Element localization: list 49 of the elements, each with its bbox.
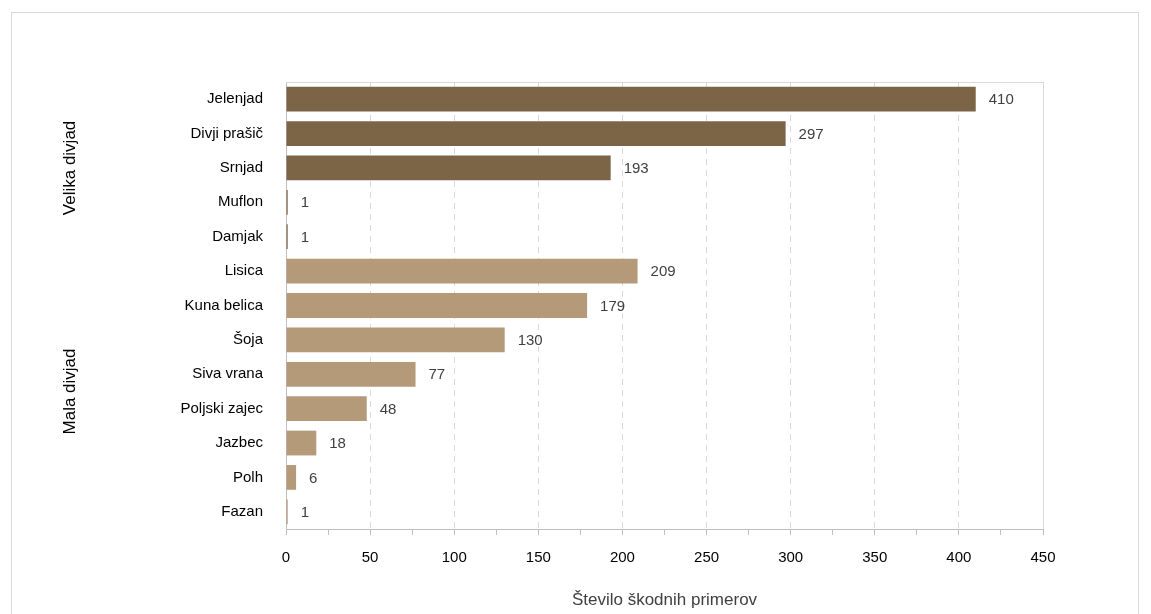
bar	[286, 396, 367, 422]
text: Mala divjad	[59, 348, 79, 435]
x-tick-label: 300	[778, 548, 804, 566]
bar	[286, 327, 505, 353]
x-tick-label: 250	[694, 548, 720, 566]
data-label: 48	[379, 399, 397, 417]
data-label: 1	[300, 193, 310, 211]
y-tick-label: Lisica	[224, 261, 264, 279]
y-tick-label: Damjak	[212, 226, 264, 244]
x-axis-title: Število škodnih primerov	[571, 590, 758, 610]
data-label: 6	[309, 468, 318, 486]
bar	[286, 430, 317, 456]
data-label: 130	[517, 331, 543, 349]
bar	[286, 86, 976, 112]
data-label: 209	[650, 262, 676, 280]
bar	[286, 121, 786, 146]
y-tick-label: Jelenjad	[207, 89, 263, 107]
y-tick-label: Poljski zajec	[180, 398, 264, 416]
y-tick-label: Šoja	[232, 330, 264, 348]
bar	[286, 293, 588, 318]
bar	[286, 465, 297, 490]
x-tick-label: 200	[609, 548, 635, 566]
bar	[286, 155, 611, 181]
y-tick-label: Divji prašič	[190, 123, 264, 141]
x-tick-label: 150	[525, 548, 551, 566]
data-label: 179	[600, 296, 626, 314]
y-tick-label: Polh	[232, 467, 263, 485]
y-tick-label: Siva vrana	[192, 364, 264, 382]
data-label: 410	[988, 90, 1014, 108]
x-tick-label: 450	[1030, 548, 1056, 566]
data-label: 1	[300, 502, 310, 520]
x-tick-label: 400	[946, 548, 972, 566]
x-tick-label: 350	[862, 548, 888, 566]
x-tick-label: 50	[361, 548, 379, 566]
y-tick-label: Jazbec	[215, 433, 264, 451]
x-tick-label: 100	[441, 548, 467, 566]
bar	[286, 361, 416, 387]
data-label: 297	[798, 124, 824, 142]
y-tick-label: Fazan	[221, 501, 263, 519]
data-label: 77	[428, 365, 446, 383]
bar	[286, 258, 638, 284]
y-tick-label: Kuna belica	[184, 295, 264, 313]
data-label: 1	[300, 227, 310, 245]
data-label: 18	[329, 434, 346, 452]
y-tick-label: Srnjad	[219, 158, 263, 176]
x-tick-label: 0	[281, 548, 291, 566]
y-tick-label: Muflon	[217, 192, 263, 210]
text: Velika divjad	[59, 120, 79, 216]
data-label: 193	[623, 159, 649, 177]
